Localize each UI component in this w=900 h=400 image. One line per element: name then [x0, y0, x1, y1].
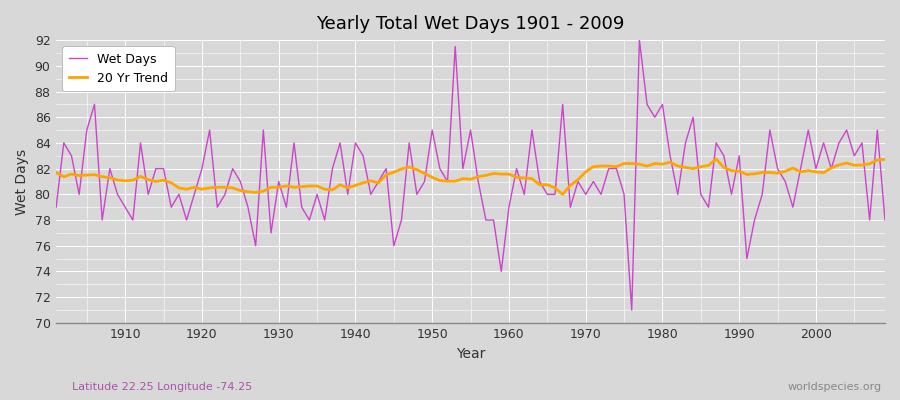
20 Yr Trend	[711, 157, 722, 162]
20 Yr Trend	[603, 164, 614, 168]
Legend: Wet Days, 20 Yr Trend: Wet Days, 20 Yr Trend	[62, 46, 175, 91]
X-axis label: Year: Year	[456, 347, 485, 361]
Wet Days	[596, 192, 607, 197]
Title: Yearly Total Wet Days 1901 - 2009: Yearly Total Wet Days 1901 - 2009	[317, 15, 625, 33]
Wet Days	[50, 205, 61, 210]
20 Yr Trend	[112, 178, 123, 182]
Wet Days	[879, 218, 890, 222]
20 Yr Trend	[503, 172, 514, 176]
Text: worldspecies.org: worldspecies.org	[788, 382, 882, 392]
Line: 20 Yr Trend: 20 Yr Trend	[56, 159, 885, 194]
20 Yr Trend	[496, 172, 507, 176]
20 Yr Trend	[879, 157, 890, 162]
20 Yr Trend	[281, 184, 292, 188]
Wet Days	[626, 308, 637, 312]
Text: Latitude 22.25 Longitude -74.25: Latitude 22.25 Longitude -74.25	[72, 382, 252, 392]
Wet Days	[112, 192, 123, 197]
20 Yr Trend	[50, 170, 61, 175]
Wet Days	[327, 166, 338, 171]
Line: Wet Days: Wet Days	[56, 40, 885, 310]
Y-axis label: Wet Days: Wet Days	[15, 148, 29, 214]
Wet Days	[496, 269, 507, 274]
Wet Days	[503, 205, 514, 210]
20 Yr Trend	[557, 192, 568, 197]
20 Yr Trend	[327, 188, 338, 192]
Wet Days	[634, 38, 644, 42]
Wet Days	[281, 205, 292, 210]
